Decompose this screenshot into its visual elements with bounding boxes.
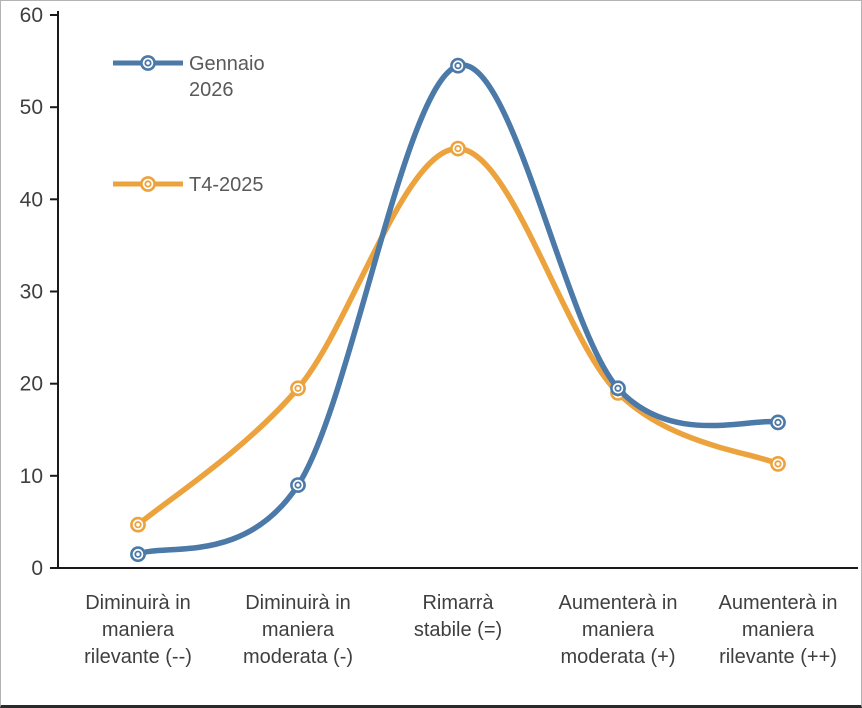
- y-axis-tick-label: 0: [31, 557, 43, 580]
- y-axis-tick-label: 20: [20, 373, 43, 396]
- data-point-marker-inner: [614, 384, 622, 392]
- legend-label: T4-2025: [189, 174, 264, 196]
- data-point-marker-inner: [774, 418, 782, 426]
- x-axis-label: Aumenterà in: [719, 592, 838, 614]
- y-axis-tick-label: 50: [20, 96, 43, 119]
- y-axis-tick-label: 60: [20, 4, 43, 27]
- x-axis-label: maniera: [262, 619, 335, 641]
- series-0: [130, 57, 786, 563]
- data-point-marker: [130, 516, 146, 533]
- x-axis-label: rilevante (--): [84, 646, 192, 668]
- data-point-marker-inner: [144, 180, 152, 188]
- series-line: [135, 62, 781, 557]
- legend-item-1: T4-2025: [113, 174, 264, 196]
- x-axis-label: rilevante (++): [719, 646, 837, 668]
- data-point-marker: [290, 477, 306, 493]
- data-point-marker: [770, 414, 786, 431]
- data-point-marker-inner: [294, 481, 302, 489]
- data-point-marker-inner: [774, 460, 782, 468]
- legend-item-0: Gennaio 2026: [113, 53, 265, 101]
- x-axis-label: maniera: [582, 619, 655, 641]
- data-point-marker-inner: [134, 521, 142, 529]
- data-point-marker-inner: [454, 62, 462, 70]
- data-point-marker: [610, 380, 626, 397]
- data-point-marker: [290, 380, 306, 397]
- data-point-marker-inner: [144, 59, 152, 67]
- legend-label: Gennaio: [189, 53, 265, 75]
- x-axis-label: Rimarrà: [422, 592, 494, 614]
- y-axis-tick-label: 30: [20, 281, 43, 304]
- data-point-marker: [450, 57, 466, 74]
- x-axis-label: moderata (+): [560, 646, 675, 668]
- data-point-marker-inner: [294, 384, 302, 392]
- x-axis-label: maniera: [742, 619, 815, 641]
- series-1: [130, 140, 786, 533]
- data-point-marker: [450, 140, 466, 157]
- data-point-marker-inner: [454, 145, 462, 153]
- data-point-marker: [140, 176, 156, 192]
- x-axis-label: moderata (-): [243, 646, 353, 668]
- x-axis-label: stabile (=): [414, 619, 502, 641]
- data-point-marker: [140, 55, 156, 71]
- y-axis-tick-label: 40: [20, 188, 43, 211]
- x-axis-label: Aumenterà in: [559, 592, 678, 614]
- y-axis-tick-label: 10: [20, 465, 43, 488]
- data-point-marker: [130, 546, 146, 563]
- x-axis-label: Diminuirà in: [85, 592, 191, 614]
- legend-label: 2026: [189, 79, 234, 101]
- x-axis-label: Diminuirà in: [245, 592, 351, 614]
- data-point-marker-inner: [134, 550, 142, 558]
- series-line: [135, 145, 781, 528]
- x-axis-label: maniera: [102, 619, 175, 641]
- data-point-marker: [770, 455, 786, 472]
